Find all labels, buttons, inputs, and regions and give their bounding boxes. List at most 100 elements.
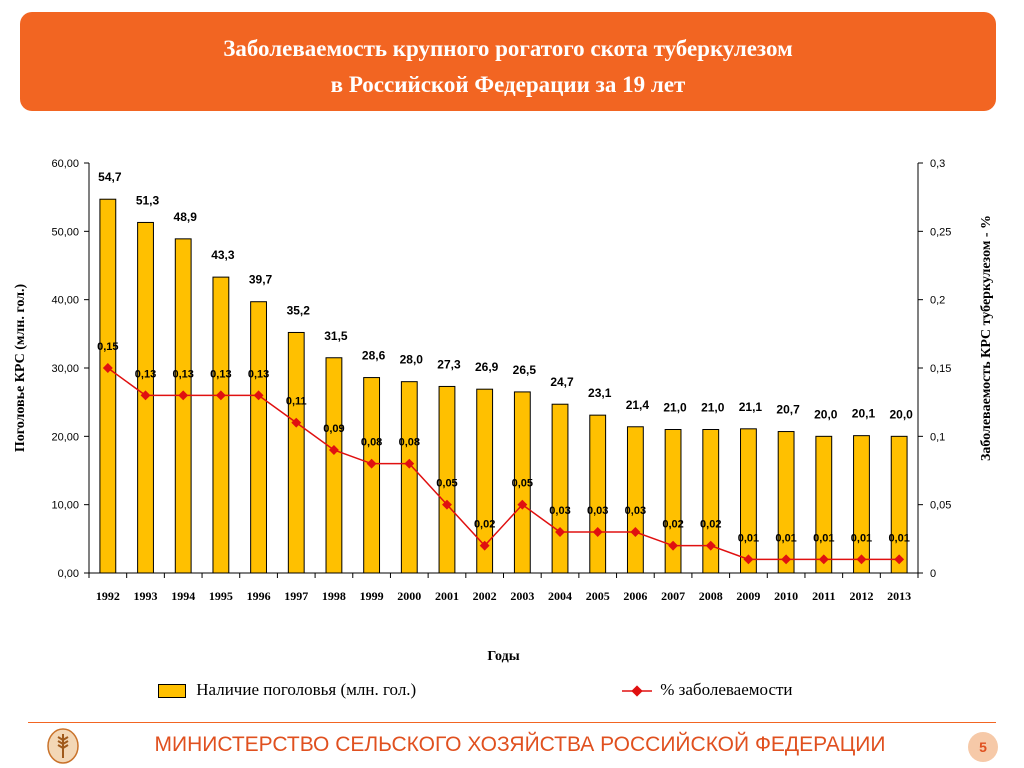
incidence-value-label: 0,01	[813, 532, 834, 544]
y-tick-label-right: 0,15	[930, 363, 951, 375]
incidence-point	[215, 390, 226, 401]
incidence-point	[442, 499, 452, 510]
bar	[626, 426, 644, 574]
bar-value-label: 26,5	[513, 363, 537, 377]
incidence-point	[555, 527, 565, 537]
bar	[815, 435, 833, 574]
page-number: 5	[968, 732, 998, 762]
y-axis-title-left: Поголовье КРС (млн. гол.)	[13, 283, 28, 452]
slide-title-line-2: в Российской Федерации за 19 лет	[330, 72, 686, 97]
bar	[325, 357, 343, 574]
incidence-value-label: 0,02	[474, 519, 495, 531]
legend-line-swatch	[622, 685, 652, 697]
title-banner: Заболеваемость крупного рогатого скота т…	[20, 12, 996, 111]
bar-value-label: 28,6	[362, 349, 386, 363]
legend-bar-label: Наличие поголовья (млн. гол.)	[196, 680, 417, 699]
bar	[551, 403, 569, 574]
bar-value-label: 20,1	[852, 407, 876, 421]
incidence-line	[107, 367, 900, 561]
bar-value-label: 43,3	[211, 248, 235, 262]
incidence-point	[479, 540, 490, 551]
incidence-point	[328, 445, 339, 455]
incidence-value-label: 0,01	[775, 532, 796, 544]
y-tick-label-right: 0,3	[930, 158, 945, 170]
y-tick-label-right: 0,25	[930, 226, 951, 238]
bar	[777, 431, 795, 574]
incidence-point	[781, 554, 792, 565]
bar	[589, 414, 607, 574]
bar-value-label: 20,0	[814, 407, 838, 421]
incidence-value-label: 0,13	[135, 368, 156, 380]
incidence-value-label: 0,03	[625, 505, 646, 517]
bar-value-label: 21,1	[739, 400, 763, 414]
incidence-value-label: 0,08	[361, 437, 382, 449]
incidence-point	[291, 417, 302, 428]
bar	[664, 429, 682, 574]
x-tick-label: 2006	[623, 589, 647, 603]
bar	[212, 276, 230, 574]
legend-item-bars: Наличие поголовья (млн. гол.)	[158, 680, 416, 700]
x-tick-label: 1997	[284, 589, 308, 603]
chart-area: 0,00 10,00 20,00 30,00 40,00 50,00 60,00 0 0,05 0…	[13, 158, 994, 664]
x-tick-label: 1998	[322, 589, 346, 603]
bar-value-label: 27,3	[437, 357, 461, 371]
x-tick-label: 1999	[360, 589, 384, 603]
bar-value-label: 51,3	[136, 193, 160, 207]
bar	[513, 391, 531, 574]
incidence-point	[178, 390, 189, 401]
bar-value-label: 20,0	[889, 407, 913, 421]
incidence-point	[705, 540, 716, 551]
x-tick-label: 2009	[736, 589, 760, 603]
x-tick-label: 2012	[849, 589, 873, 603]
bar-value-label: 26,9	[475, 360, 499, 374]
x-tick-label: 1996	[247, 589, 271, 603]
x-tick-label: 2002	[473, 589, 497, 603]
incidence-value-label: 0,11	[286, 396, 307, 408]
bar-value-label: 21,0	[701, 401, 725, 415]
y-axis-title-right: Заболеваемость КРС туберкулезом - %	[979, 215, 994, 461]
y-tick-label-right: 0,1	[930, 431, 945, 443]
bar-value-label: 48,9	[174, 210, 198, 224]
x-tick-label: 2003	[510, 589, 534, 603]
incidence-value-label: 0,02	[700, 519, 721, 531]
incidence-point	[366, 458, 377, 469]
incidence-value-label: 0,15	[97, 341, 118, 353]
y-tick-label-left: 40,00	[51, 295, 79, 307]
bar-value-label: 21,0	[663, 401, 687, 415]
y-tick-label-left: 10,00	[51, 500, 79, 512]
incidence-value-label: 0,05	[512, 478, 533, 490]
bar	[99, 198, 117, 574]
ministry-emblem-icon	[47, 728, 79, 764]
bar	[853, 435, 870, 574]
legend-line-label: % заболеваемости	[660, 680, 793, 699]
incidence-value-label: 0,08	[399, 437, 420, 449]
y-tick-label-left: 30,00	[51, 363, 79, 375]
incidence-point	[140, 390, 151, 401]
bar-value-label: 23,1	[588, 386, 612, 400]
incidence-value-label: 0,05	[436, 478, 457, 490]
bar	[400, 381, 418, 574]
x-tick-label: 2005	[586, 589, 610, 603]
incidence-value-label: 0,03	[587, 505, 608, 517]
incidence-point	[404, 458, 415, 469]
x-tick-label: 2001	[435, 589, 459, 603]
x-tick-label: 1993	[134, 589, 158, 603]
bar	[476, 388, 494, 574]
bar-value-label: 54,7	[98, 170, 122, 184]
bar-value-label: 21,4	[626, 398, 650, 412]
incidence-point	[894, 554, 905, 565]
incidence-point	[668, 540, 679, 551]
bar	[890, 435, 908, 574]
x-tick-label: 2008	[699, 589, 723, 603]
bar-value-label: 31,5	[324, 329, 348, 343]
x-tick-label: 2013	[887, 589, 911, 603]
y-tick-label-left: 60,00	[51, 158, 79, 170]
incidence-value-label: 0,01	[888, 532, 909, 544]
incidence-value-label: 0,01	[851, 532, 872, 544]
x-tick-label: 2004	[548, 589, 572, 603]
x-tick-label: 2010	[774, 589, 798, 603]
incidence-point	[743, 554, 754, 565]
incidence-point	[856, 554, 867, 565]
y-tick-label-right: 0	[930, 568, 936, 580]
incidence-point	[517, 499, 528, 510]
